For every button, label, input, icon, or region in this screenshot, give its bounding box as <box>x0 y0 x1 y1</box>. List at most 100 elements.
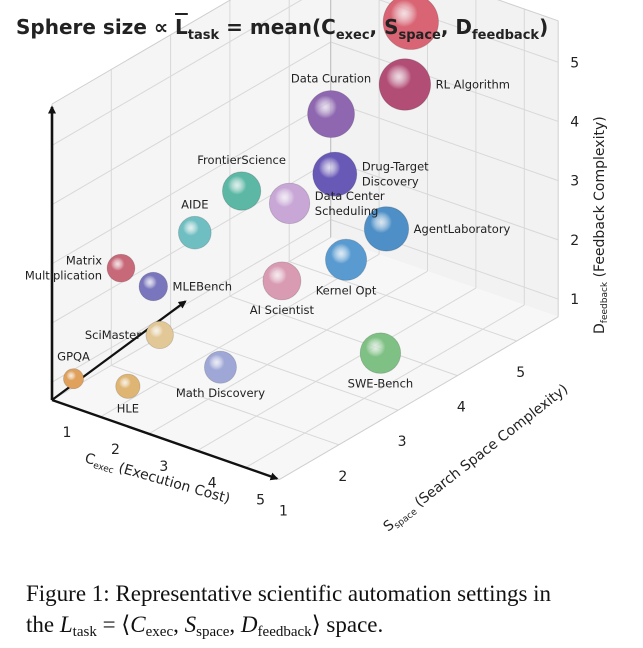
bubble-shade <box>383 0 439 50</box>
point-label-line: FrontierScience <box>197 153 286 167</box>
x-tick-label: 1 <box>63 425 72 441</box>
bubble-point <box>312 151 358 197</box>
point-label-line: GPQA <box>57 350 90 364</box>
bubble-point <box>138 271 168 302</box>
point-label-line: Math Discovery <box>176 386 265 400</box>
pane-floor <box>52 237 559 480</box>
title-l-sub: task <box>188 28 220 43</box>
bubble-point <box>222 171 262 211</box>
bubble-shade <box>312 152 357 197</box>
x-tick-label: 5 <box>256 493 265 509</box>
point-label: Kernel Opt <box>316 283 377 297</box>
grid-floor-x <box>100 253 380 418</box>
grid-left-z <box>51 219 331 383</box>
point-label: Matrix Multiplication <box>25 254 102 283</box>
z-axis-symbol: D <box>592 323 608 334</box>
x-axis-sub: exec <box>92 461 115 476</box>
title-suffix: ) <box>539 15 548 39</box>
bubble-shade <box>222 171 261 211</box>
bubble-point <box>359 332 402 374</box>
y-axis-title: Sspace (Search Space Complexity) <box>381 381 573 536</box>
grid-left-z <box>51 100 331 265</box>
point-label-line: SciMaster <box>85 328 141 342</box>
title-c-sub: exec <box>336 28 370 43</box>
grid-floor-y <box>111 364 339 446</box>
bubble-point <box>178 215 212 250</box>
point-label-line: Data Curation <box>291 72 371 86</box>
bubble-point <box>106 253 136 283</box>
bubble-shade <box>262 261 301 300</box>
z-tick-label: 4 <box>570 114 579 130</box>
bubble-point <box>204 350 237 384</box>
bubble-shade <box>364 206 409 252</box>
point-label: Drug-Target Discovery <box>362 160 429 189</box>
caption-close: ⟩ space. <box>311 612 384 637</box>
y-tick-label: 1 <box>279 503 288 519</box>
bubble-shade <box>145 321 174 349</box>
grid-back-z <box>378 0 559 63</box>
z-tick-label: 2 <box>570 233 579 249</box>
y-tick-label: 4 <box>457 400 466 416</box>
caption-comma-1: , <box>173 612 185 637</box>
point-label: GPQA <box>57 350 90 364</box>
title-d-sub: feedback <box>472 28 539 43</box>
bubble-point <box>262 261 302 301</box>
grid-floor-x <box>245 304 525 469</box>
bubble-shade <box>325 239 367 281</box>
caption-c-sub: exec <box>145 624 174 640</box>
point-label-line: AI Scientist <box>250 303 315 317</box>
edge-top-left <box>51 0 232 105</box>
x-tick-label: 4 <box>208 476 217 492</box>
caption-comma-2: , <box>229 612 241 637</box>
y-tick-label: 3 <box>398 434 407 450</box>
bubble-point <box>145 320 174 350</box>
bubble-shade <box>307 90 355 138</box>
caption-l-sub: task <box>72 624 97 640</box>
chart-title: Sphere size ∝ Ltask = mean(Cexec, Sspace… <box>16 15 548 43</box>
title-middle: = mean(C <box>219 15 336 39</box>
caption-eq: = ⟨ <box>96 612 131 637</box>
bubble-point <box>268 182 311 225</box>
bubble-point <box>378 58 432 111</box>
x-tick-label: 3 <box>159 459 168 475</box>
grid-floor-x <box>196 287 477 452</box>
point-label-line: AgentLaboratory <box>414 222 511 236</box>
bubble-point <box>382 0 439 50</box>
caption-prefix: the <box>26 612 60 637</box>
bubble-point <box>115 373 141 399</box>
z-tick-label: 3 <box>570 174 579 190</box>
title-l-symbol: L <box>175 15 188 39</box>
caption-d-sub: feedback <box>257 624 312 640</box>
point-label: HLE <box>117 401 139 415</box>
points-layer <box>63 0 439 399</box>
title-s-sub: space <box>399 28 442 43</box>
z-axis-label: (Feedback Complexity) <box>592 116 608 282</box>
point-label-line: MLEBench <box>173 280 232 294</box>
point-label: Data Curation <box>291 72 371 86</box>
bubble-point <box>325 238 368 281</box>
point-label-line: AIDE <box>181 197 208 211</box>
grid-back-z <box>330 41 559 122</box>
title-sep1: , S <box>370 15 399 39</box>
grid-back-z <box>330 159 559 241</box>
bubble-shade <box>115 374 140 399</box>
caption-c: C <box>130 612 146 637</box>
caption-d: D <box>240 612 258 637</box>
grid-left-z <box>51 41 331 206</box>
point-label-line: Drug-Target <box>362 160 429 174</box>
point-label-line: Discovery <box>362 175 419 189</box>
point-label-line: Kernel Opt <box>316 283 377 297</box>
caption-line-2: the Ltask = ⟨Cexec, Sspace, Dfeedback⟩ s… <box>26 609 636 648</box>
y-axis-label: (Search Space Complexity) <box>408 381 571 513</box>
bubble-point <box>63 368 84 390</box>
point-label: Data Center Scheduling <box>315 189 385 218</box>
point-label: SWE-Bench <box>348 376 414 390</box>
z-axis-sub: feedback <box>600 281 610 323</box>
grid-floor-x <box>148 270 428 435</box>
bubble-point <box>307 90 355 138</box>
point-label: RL Algorithm <box>436 78 510 92</box>
point-label: SciMaster <box>85 328 141 342</box>
title-prefix: Sphere size ∝ <box>16 15 175 39</box>
